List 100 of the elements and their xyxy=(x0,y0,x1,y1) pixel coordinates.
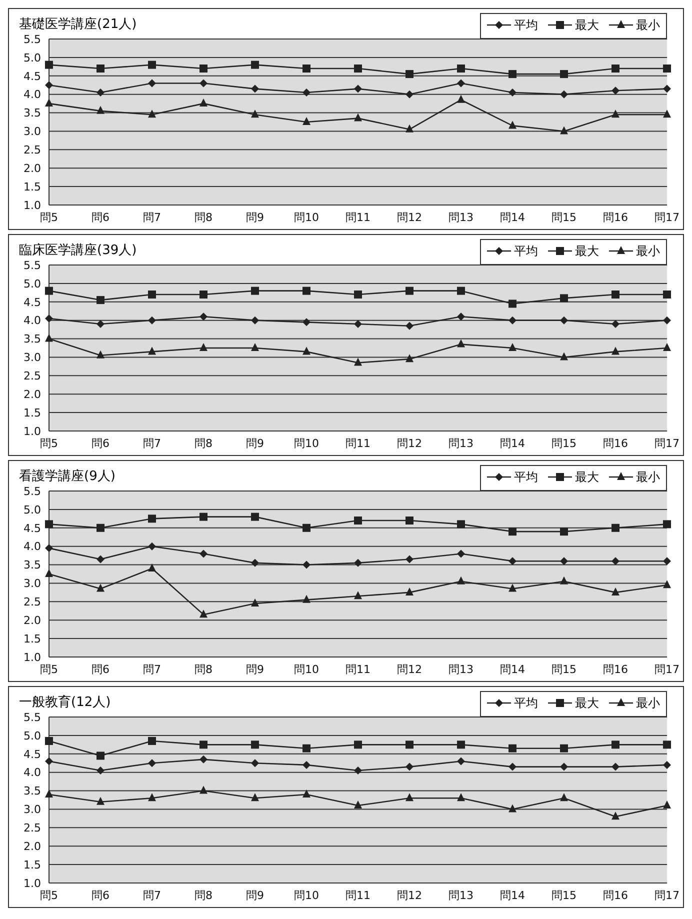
chart-title: 一般教育(12人) xyxy=(19,694,111,711)
point xyxy=(200,79,208,88)
y-tick-label: 5.5 xyxy=(24,484,41,498)
point xyxy=(508,528,516,536)
point xyxy=(612,740,620,749)
point xyxy=(354,766,362,774)
x-tick-label: 問9 xyxy=(246,210,264,224)
x-tick-label: 問13 xyxy=(448,210,474,224)
point xyxy=(560,294,568,302)
y-tick-label: 3.0 xyxy=(24,803,41,816)
y-tick-label: 4.0 xyxy=(24,766,41,780)
point xyxy=(663,316,671,324)
y-tick-label: 4.5 xyxy=(24,522,41,535)
point xyxy=(148,736,156,745)
point xyxy=(354,800,362,809)
point xyxy=(148,793,156,802)
y-tick-label: 1.0 xyxy=(24,876,41,890)
x-tick-label: 問12 xyxy=(397,210,422,224)
point xyxy=(251,558,259,567)
point xyxy=(354,740,362,749)
point xyxy=(560,126,568,134)
point xyxy=(560,557,568,566)
legend-label: 最小 xyxy=(636,694,660,712)
point xyxy=(45,81,53,90)
point xyxy=(200,512,208,521)
point xyxy=(406,762,414,771)
point xyxy=(148,110,156,118)
point xyxy=(148,563,156,572)
point xyxy=(251,793,259,802)
point xyxy=(406,70,414,78)
point xyxy=(45,286,53,295)
y-tick-label: 3.5 xyxy=(24,332,41,346)
point xyxy=(406,740,414,749)
point xyxy=(560,744,568,752)
y-tick-label: 3.5 xyxy=(24,784,41,798)
x-tick-label: 問15 xyxy=(552,210,576,224)
legend-label: 最大 xyxy=(575,16,599,34)
legend-label: 平均 xyxy=(514,16,538,34)
x-tick-label: 問11 xyxy=(346,210,370,224)
point xyxy=(457,64,465,73)
point xyxy=(251,286,259,295)
point xyxy=(612,86,620,95)
x-tick-label: 問12 xyxy=(397,436,422,450)
x-tick-label: 問8 xyxy=(194,436,212,450)
point xyxy=(251,343,259,351)
point xyxy=(45,334,53,342)
point xyxy=(560,316,568,324)
point xyxy=(457,79,465,88)
legend-label: 最大 xyxy=(575,242,599,260)
point xyxy=(406,555,414,564)
point xyxy=(45,544,53,552)
point xyxy=(406,354,414,362)
point xyxy=(354,64,362,73)
point xyxy=(612,320,620,328)
point xyxy=(560,576,568,584)
y-tick-label: 3.0 xyxy=(24,577,41,590)
point xyxy=(663,557,671,566)
point xyxy=(612,64,620,73)
point xyxy=(251,316,259,324)
point xyxy=(45,789,53,798)
point xyxy=(663,740,671,749)
point xyxy=(508,88,516,96)
x-tick-label: 問9 xyxy=(246,888,264,902)
point xyxy=(96,88,104,96)
y-tick-label: 4.5 xyxy=(24,296,41,309)
point xyxy=(45,314,53,322)
point xyxy=(560,762,568,771)
y-tick-label: 3.5 xyxy=(24,558,41,572)
point xyxy=(508,744,516,752)
y-tick-label: 3.5 xyxy=(24,106,41,120)
point xyxy=(406,90,414,98)
legend-label: 平均 xyxy=(514,242,538,260)
y-tick-label: 5.0 xyxy=(24,503,41,516)
point xyxy=(45,98,53,107)
point xyxy=(200,312,208,321)
x-tick-label: 問7 xyxy=(143,662,161,676)
point xyxy=(45,757,53,766)
point xyxy=(457,757,465,766)
point xyxy=(354,358,362,366)
point xyxy=(508,120,516,129)
point xyxy=(612,290,620,299)
x-tick-label: 問11 xyxy=(346,436,370,450)
y-tick-label: 1.5 xyxy=(24,632,41,646)
x-tick-label: 問8 xyxy=(194,662,212,676)
point xyxy=(663,64,671,73)
y-tick-label: 2.0 xyxy=(24,388,41,402)
point xyxy=(302,594,310,603)
point xyxy=(200,64,208,73)
y-tick-label: 4.0 xyxy=(24,88,41,102)
point xyxy=(251,759,259,768)
point xyxy=(302,560,310,569)
point xyxy=(148,290,156,299)
x-tick-label: 問14 xyxy=(500,662,525,676)
x-tick-label: 問17 xyxy=(654,888,680,902)
point xyxy=(612,812,620,820)
point xyxy=(612,557,620,566)
point xyxy=(148,60,156,69)
point xyxy=(354,591,362,600)
x-tick-label: 問14 xyxy=(500,888,525,902)
point xyxy=(508,70,516,78)
